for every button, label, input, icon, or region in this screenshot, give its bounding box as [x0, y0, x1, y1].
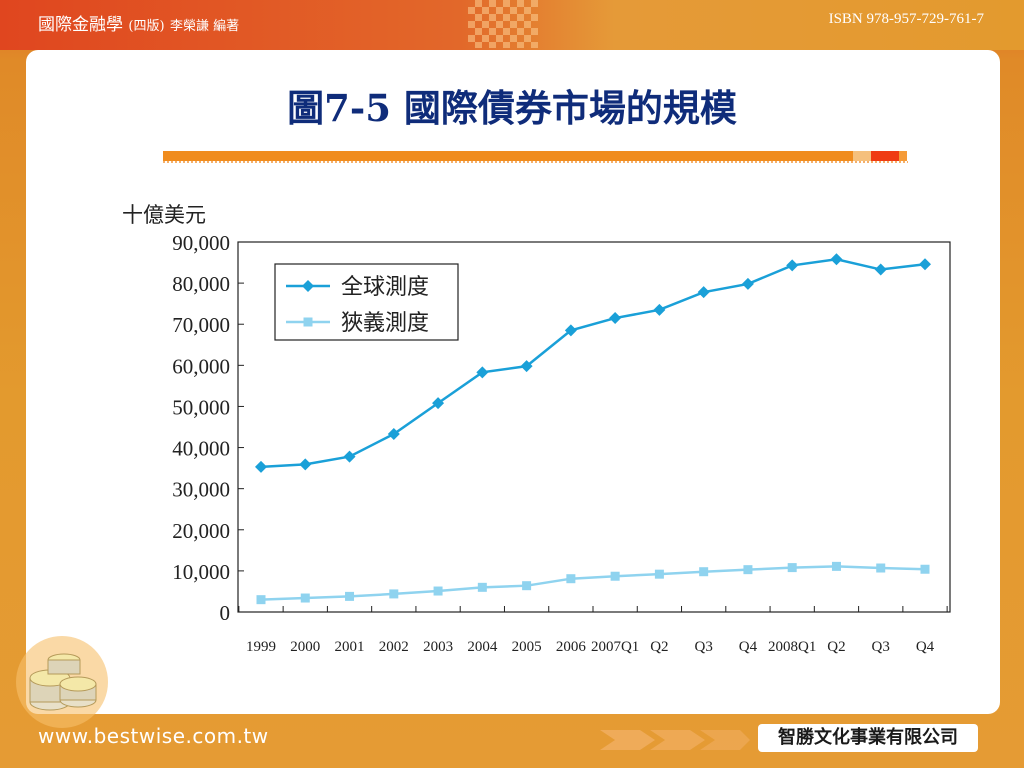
- footer-url: www.bestwise.com.tw: [38, 724, 269, 748]
- data-point-global: [786, 259, 799, 272]
- x-tick-label: Q4: [739, 639, 758, 655]
- data-point-narrow: [610, 571, 620, 581]
- legend-box: [274, 263, 459, 341]
- title-underline-accent-end: [899, 151, 907, 161]
- data-point-global: [564, 324, 577, 337]
- book-author: 李榮謙 編著: [169, 19, 240, 34]
- data-point-global: [520, 360, 533, 373]
- y-tick-label: 40,000: [172, 437, 230, 461]
- y-tick-label: 10,000: [172, 560, 230, 584]
- legend-marker-square: [303, 317, 313, 327]
- y-tick-label: 50,000: [172, 395, 230, 419]
- x-tick-label: Q3: [694, 639, 712, 655]
- data-point-narrow: [256, 595, 266, 605]
- title-dotted-rule: [163, 161, 908, 163]
- data-point-global: [609, 312, 622, 325]
- data-point-global: [387, 427, 400, 440]
- legend-marker-diamond: [302, 280, 314, 292]
- header-pattern: [468, 0, 538, 48]
- data-point-narrow: [477, 582, 487, 592]
- x-tick-label: Q2: [650, 639, 668, 655]
- legend-label: 全球測度: [341, 275, 429, 300]
- y-tick-label: 0: [220, 601, 231, 625]
- data-point-global: [343, 450, 356, 463]
- x-tick-label: 2005: [512, 639, 542, 655]
- data-point-global: [919, 258, 931, 271]
- data-point-narrow: [876, 563, 886, 573]
- x-tick-label: Q3: [872, 639, 890, 655]
- series-line-narrow: [260, 565, 926, 601]
- book-title: 國際金融學 (四版) 李榮謙 編著: [38, 10, 239, 35]
- data-point-global: [653, 303, 666, 316]
- data-point-narrow: [389, 589, 399, 599]
- title-underline-accent-light: [853, 151, 871, 161]
- y-tick-label: 90,000: [172, 231, 230, 255]
- slide-title: 圖7-5 國際債券市場的規模: [287, 86, 737, 130]
- publisher-badge: 智勝文化事業有限公司: [758, 724, 978, 752]
- y-tick-label: 30,000: [172, 478, 230, 502]
- x-tick-label: Q4: [916, 639, 935, 655]
- x-tick-label: 1999: [246, 639, 276, 655]
- x-tick-label: 2008Q1: [768, 639, 816, 655]
- y-tick-label: 20,000: [172, 519, 230, 543]
- data-point-global: [255, 460, 267, 473]
- plot-frame: [237, 241, 951, 613]
- data-point-global: [299, 458, 312, 471]
- x-tick-label: 2004: [467, 639, 498, 655]
- data-point-global: [874, 263, 887, 276]
- data-point-narrow: [831, 561, 841, 571]
- data-point-narrow: [654, 569, 664, 579]
- data-point-global: [741, 277, 754, 290]
- title-underline-accent-red: [871, 151, 899, 161]
- data-point-global: [830, 253, 843, 266]
- x-tick-label: 2006: [556, 639, 587, 655]
- data-point-narrow: [433, 586, 443, 596]
- x-tick-label: 2001: [335, 639, 365, 655]
- data-point-narrow: [566, 574, 576, 584]
- legend-label: 狹義測度: [341, 311, 429, 336]
- y-tick-label: 60,000: [172, 354, 230, 378]
- isbn-label: ISBN 978-957-729-761-7: [828, 11, 984, 27]
- y-tick-label: 70,000: [172, 313, 230, 337]
- x-tick-label: 2007Q1: [591, 639, 639, 655]
- data-point-narrow: [300, 593, 310, 603]
- book-edition: (四版): [128, 19, 165, 34]
- data-point-narrow: [345, 591, 355, 601]
- x-tick-label: Q2: [827, 639, 845, 655]
- data-point-narrow: [743, 565, 753, 575]
- data-point-narrow: [920, 564, 930, 574]
- y-axis-label: 十億美元: [122, 203, 206, 227]
- y-tick-label: 80,000: [172, 272, 230, 296]
- data-point-global: [697, 286, 710, 299]
- arrow-decoration-icon: [600, 722, 750, 758]
- series-line-global: [260, 257, 926, 469]
- book-name: 國際金融學: [38, 15, 123, 35]
- data-point-global: [476, 366, 489, 379]
- coins-stack-icon: [12, 630, 112, 730]
- data-point-narrow: [699, 567, 709, 577]
- data-point-global: [432, 397, 445, 410]
- x-tick-label: 2002: [379, 639, 409, 655]
- x-tick-label: 2000: [290, 639, 320, 655]
- data-point-narrow: [522, 581, 532, 591]
- title-underline: [163, 151, 853, 161]
- x-tick-label: 2003: [423, 639, 453, 655]
- data-point-narrow: [787, 563, 797, 573]
